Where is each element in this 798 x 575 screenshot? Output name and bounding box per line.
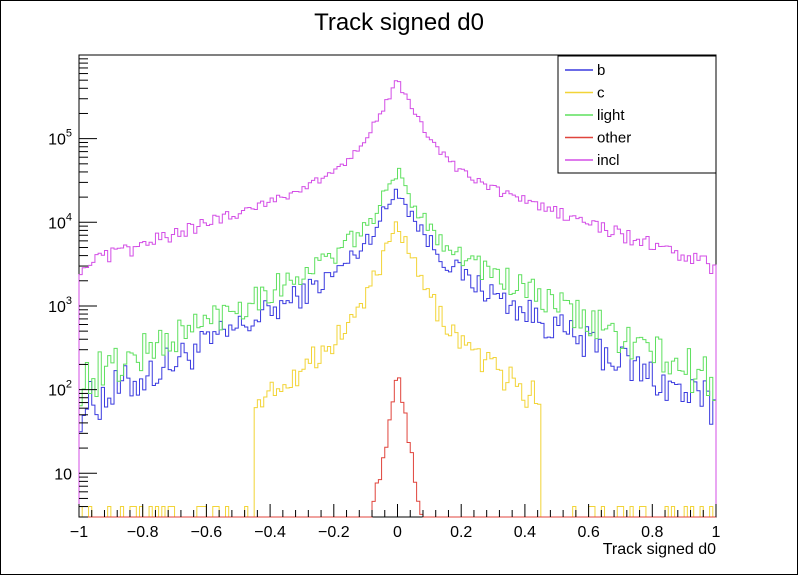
x-axis-label: Track signed d0 [603, 541, 716, 558]
legend-label-b: b [597, 62, 605, 79]
y-tick-label: 10 [54, 466, 72, 483]
x-tick-label: 0.4 [514, 524, 536, 541]
x-tick-label: −0.6 [191, 524, 223, 541]
x-tick-label: 0.6 [577, 524, 599, 541]
y-tick-label: 102 [48, 379, 72, 400]
x-tick-label: 0.2 [450, 524, 472, 541]
x-tick-label: −0.4 [254, 524, 286, 541]
series-layer [78, 80, 717, 518]
x-tick-label: 0.8 [641, 524, 663, 541]
chart-title: Track signed d0 [314, 9, 484, 36]
series-line-light [78, 167, 717, 517]
x-tick-label: −1 [70, 524, 88, 541]
legend-label-other: other [597, 130, 631, 147]
series-line-b [78, 188, 717, 517]
x-tick-label: −0.2 [318, 524, 350, 541]
x-tick-label: −0.8 [127, 524, 159, 541]
axis-layer: −1 −0.8 −0.6 −0.4 −0.2 0 0.2 0.4 0.6 0.8 1 10 102 103… [48, 54, 721, 541]
legend-label-light: light [597, 107, 625, 124]
legend-label-incl: incl [597, 152, 620, 169]
x-tick-label: 1 [712, 524, 721, 541]
legend-label-c: c [597, 85, 605, 102]
y-tick-label: 103 [48, 295, 72, 316]
y-tick-label: 105 [48, 128, 72, 149]
legend: bc light other incl [557, 55, 717, 174]
series-line-incl [78, 80, 717, 517]
series-line-other [79, 377, 716, 518]
x-tick-label: 0 [393, 524, 402, 541]
y-tick-label: 104 [48, 211, 72, 232]
